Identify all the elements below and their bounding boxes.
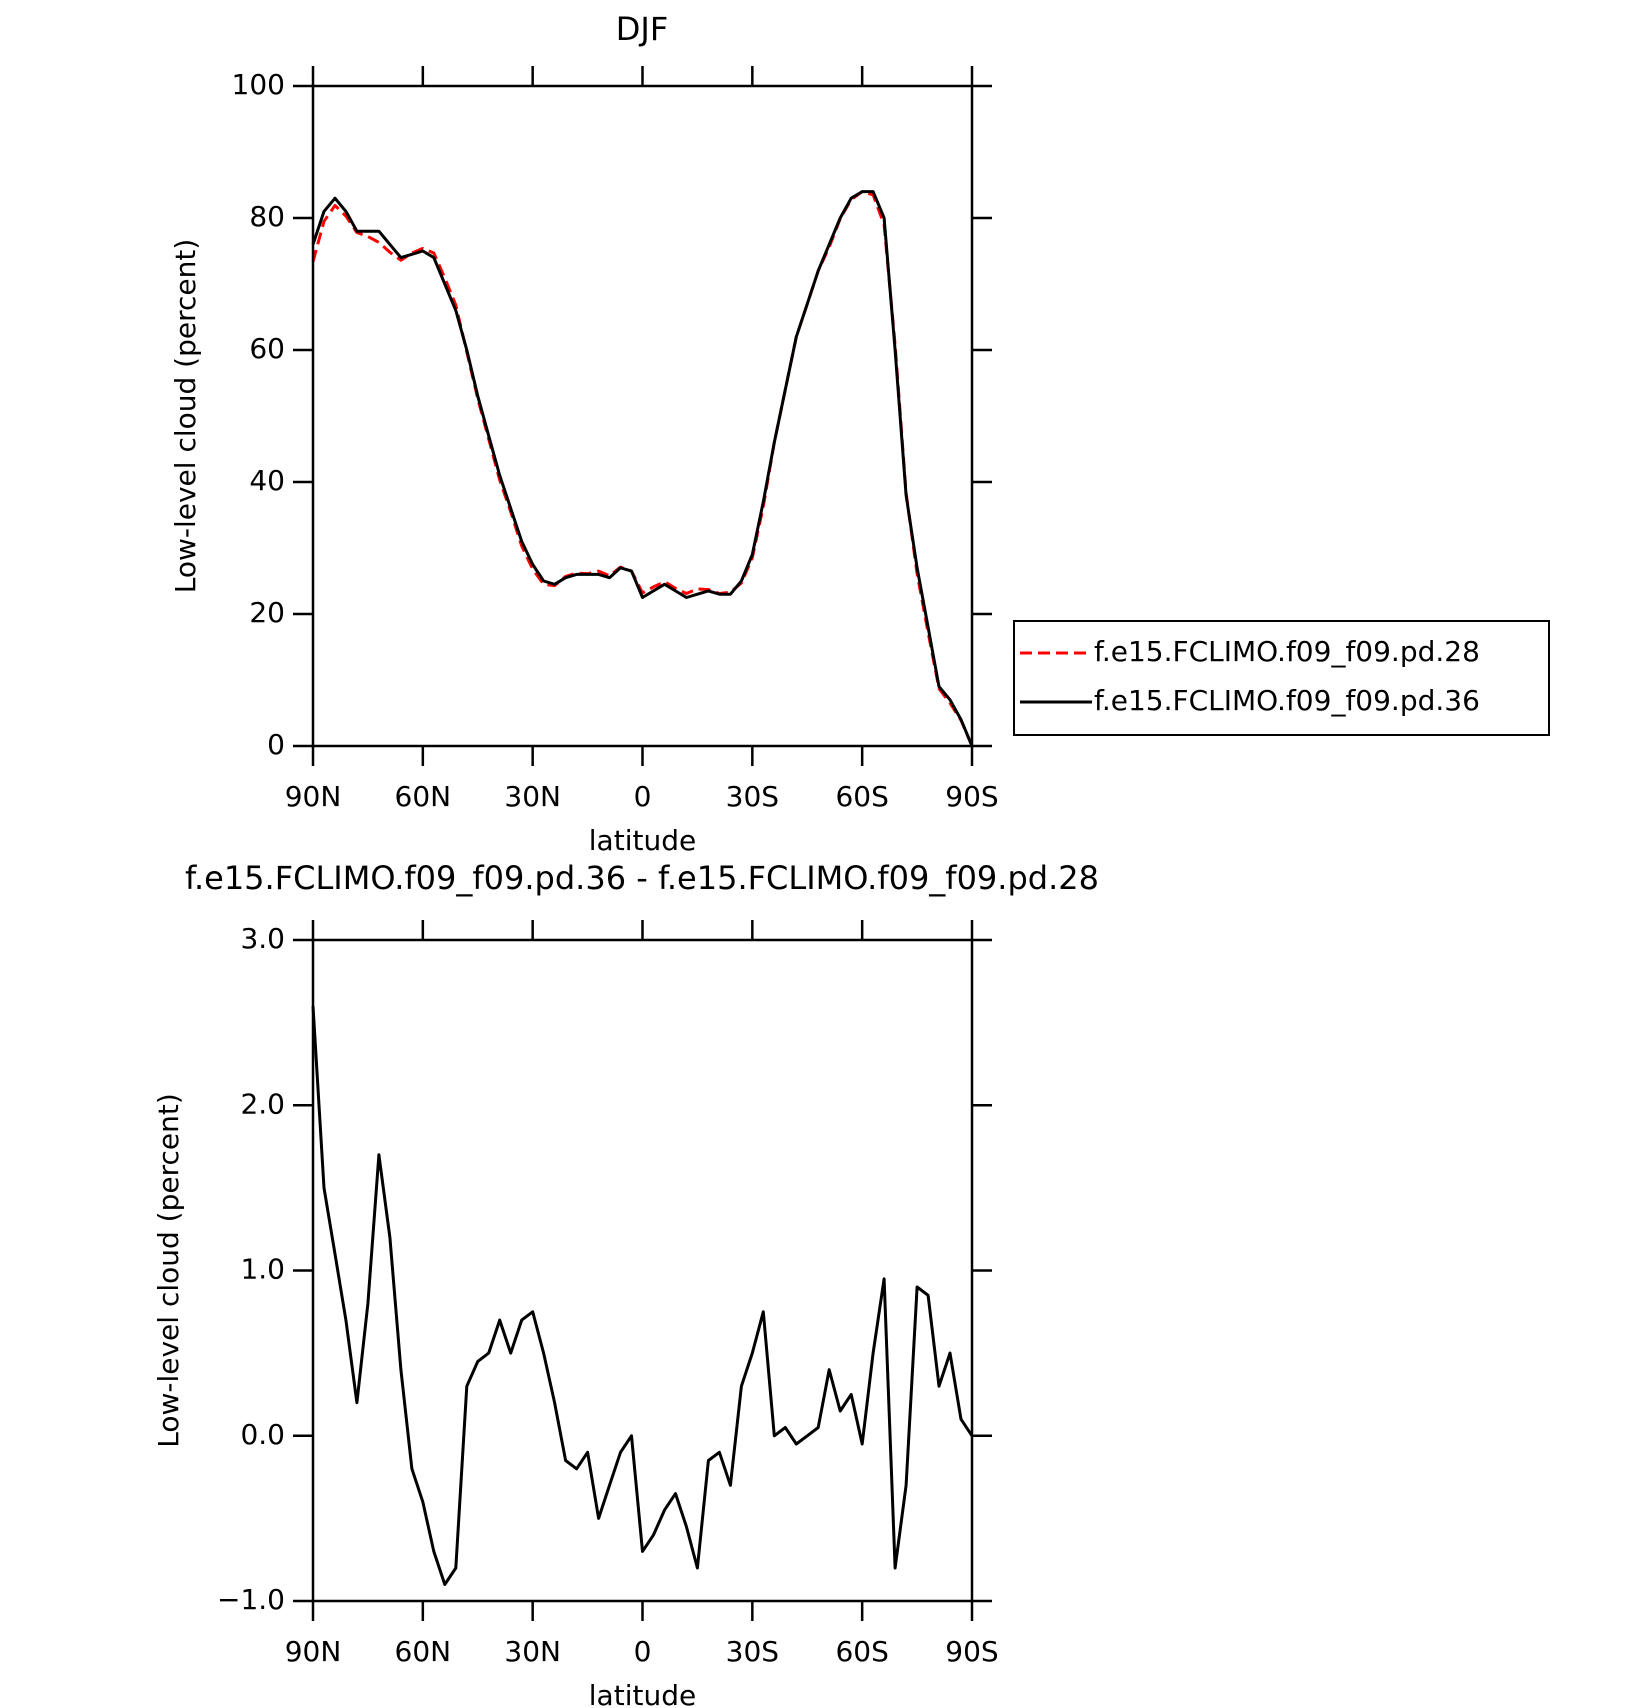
x-tick-label: 0 [634,780,652,813]
legend-label: f.e15.FCLIMO.f09_f09.pd.28 [1094,635,1480,668]
y-tick-label: 80 [249,200,285,233]
data-line [311,190,974,747]
y-tick-label: −1.0 [217,1583,285,1616]
x-tick-label: 90S [945,1635,998,1668]
x-tick-label: 90N [285,1635,342,1668]
y-tick-label: 60 [249,332,285,365]
x-axis-label: latitude [589,824,696,857]
y-tick-label: 2.0 [240,1087,285,1120]
x-tick-label: 30S [726,1635,779,1668]
y-axis-label: Low-level cloud (percent) [169,239,202,594]
x-tick-label: 90N [285,780,342,813]
chart-title: f.e15.FCLIMO.f09_f09.pd.36 - f.e15.FCLIM… [185,859,1099,897]
x-tick-label: 90S [945,780,998,813]
x-tick-label: 30S [726,780,779,813]
y-tick-label: 0.0 [240,1418,285,1451]
y-tick-label: 100 [232,68,285,101]
y-tick-label: 0 [267,728,285,761]
plot-frame [311,938,974,1603]
x-tick-label: 0 [634,1635,652,1668]
x-tick-label: 30N [504,1635,561,1668]
data-line [311,190,974,747]
x-tick-label: 60N [395,780,452,813]
y-tick-label: 3.0 [240,922,285,955]
y-tick-label: 20 [249,596,285,629]
legend-label: f.e15.FCLIMO.f09_f09.pd.36 [1094,684,1480,717]
y-tick-label: 40 [249,464,285,497]
y-tick-label: 1.0 [240,1253,285,1286]
x-tick-label: 60N [395,1635,452,1668]
chart-title: DJF [616,10,668,48]
y-axis-label: Low-level cloud (percent) [152,1093,185,1448]
x-tick-label: 30N [504,780,561,813]
legend-box [1013,620,1550,736]
data-line [311,1006,974,1586]
x-tick-label: 60S [835,780,888,813]
x-axis-label: latitude [589,1679,696,1708]
x-tick-label: 60S [835,1635,888,1668]
plot-frame [311,84,974,748]
